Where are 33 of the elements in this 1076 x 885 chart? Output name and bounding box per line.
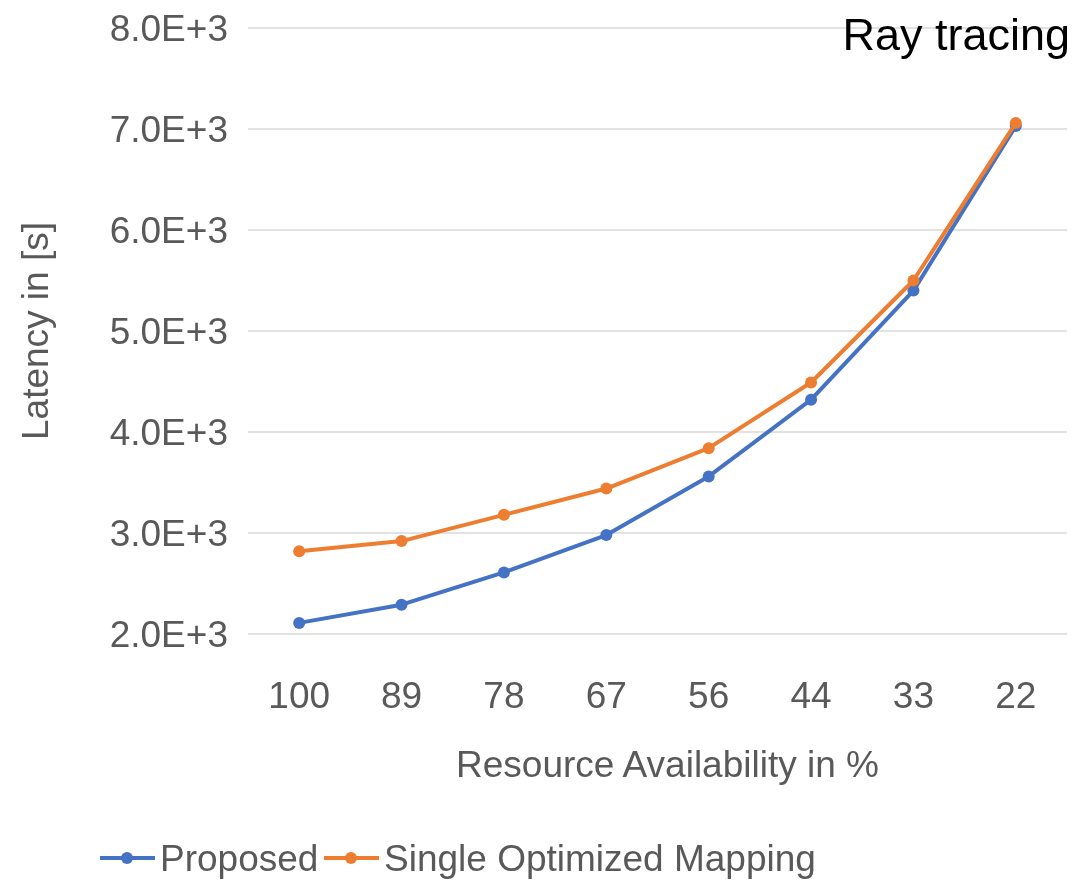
y-tick-label: 6.0E+3 [109, 209, 228, 251]
y-tick-label: 5.0E+3 [109, 310, 228, 352]
x-tick-label: 78 [483, 675, 525, 716]
point [600, 529, 613, 542]
point [497, 566, 510, 579]
x-tick-label: 56 [688, 675, 730, 716]
point [293, 545, 306, 558]
y-tick-label: 4.0E+3 [109, 411, 228, 453]
x-tick-label: 67 [585, 675, 627, 716]
point [293, 616, 306, 629]
chart-title: Ray tracing [842, 9, 1070, 60]
point [805, 393, 818, 406]
legend-label: Proposed [160, 838, 319, 879]
x-tick-label: 100 [268, 675, 331, 716]
y-tick-label: 2.0E+3 [109, 613, 228, 655]
point [805, 376, 818, 389]
point [702, 442, 715, 455]
x-tick-label: 89 [380, 675, 423, 716]
point [395, 598, 408, 611]
point [702, 470, 715, 483]
point [600, 482, 613, 495]
x-tick-label: 44 [790, 675, 832, 716]
y-axis-title: Latency in [s] [15, 221, 56, 441]
x-tick-label: 22 [995, 675, 1037, 716]
x-tick-label: 33 [892, 675, 935, 716]
point [907, 274, 920, 287]
y-tick-label: 8.0E+3 [109, 7, 228, 49]
x-axis-title: Resource Availability in % [456, 744, 879, 785]
y-tick-label: 7.0E+3 [109, 108, 228, 150]
point [497, 508, 510, 521]
legend-label: Single Optimized Mapping [384, 838, 816, 879]
y-tick-label: 3.0E+3 [109, 512, 228, 554]
point [395, 535, 408, 548]
